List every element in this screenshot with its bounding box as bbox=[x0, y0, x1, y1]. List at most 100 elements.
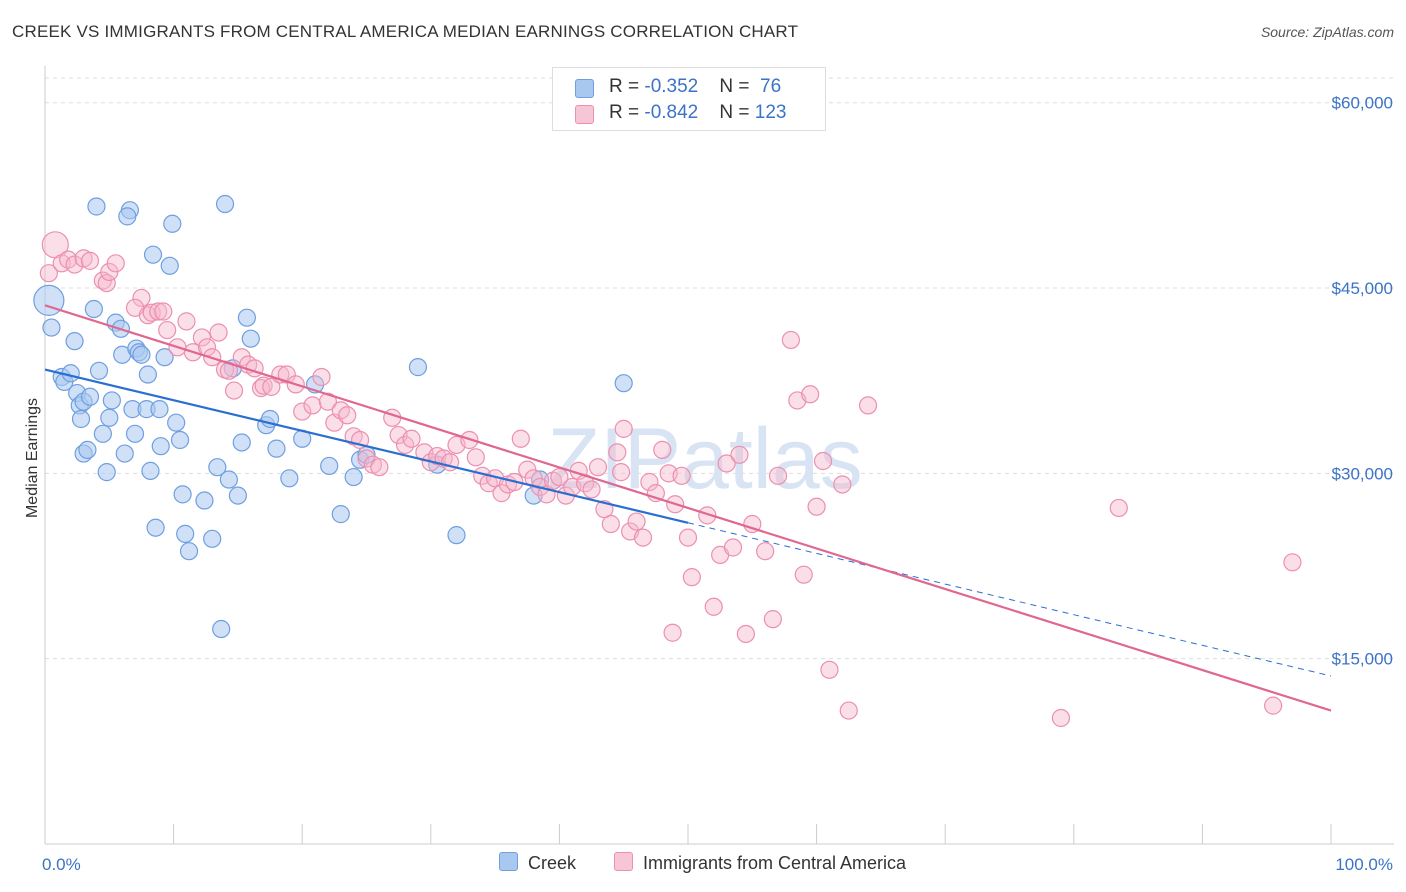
immigrants-point bbox=[1109, 498, 1128, 518]
immigrants-point bbox=[1264, 696, 1283, 715]
immigrants-point bbox=[466, 448, 485, 467]
creek-point bbox=[167, 413, 186, 432]
creek-point bbox=[42, 318, 61, 337]
legend-swatch-immigrants bbox=[575, 105, 594, 124]
creek-point bbox=[408, 358, 428, 377]
immigrants-point bbox=[254, 376, 273, 395]
trend-lines bbox=[44, 304, 1332, 712]
immigrants-point bbox=[224, 381, 244, 400]
immigrants-point bbox=[743, 514, 762, 534]
immigrants-point bbox=[262, 377, 281, 396]
immigrants-point bbox=[154, 302, 173, 321]
legend-r-value-creek: -0.352 bbox=[644, 76, 699, 97]
legend-n-value-creek: 76 bbox=[754, 76, 782, 97]
creek-point bbox=[331, 505, 350, 524]
creek-point bbox=[71, 409, 91, 429]
immigrants-point bbox=[833, 475, 852, 494]
immigrants-point bbox=[277, 365, 296, 384]
immigrants-point bbox=[781, 330, 800, 350]
creek-point bbox=[176, 524, 195, 543]
creek-point bbox=[237, 308, 257, 327]
bottom-legend-label-immigrants: Immigrants from Central America bbox=[643, 853, 907, 873]
legend-row-creek: R = -0.352 N = 76 bbox=[575, 76, 781, 100]
immigrants-point bbox=[65, 255, 84, 274]
immigrants-point bbox=[338, 406, 357, 425]
immigrants-point bbox=[763, 610, 782, 629]
immigrants-point bbox=[608, 443, 627, 462]
creek-point bbox=[155, 348, 174, 367]
creek-point bbox=[208, 458, 227, 477]
immigrants-point bbox=[601, 514, 620, 534]
creek-point bbox=[320, 456, 339, 476]
legend-n-label: N = bbox=[719, 76, 755, 97]
immigrants-point bbox=[807, 497, 826, 516]
legend: R = -0.352 N = 76 R = -0.842 N = 123 bbox=[552, 67, 826, 131]
immigrants-point bbox=[312, 367, 331, 387]
creek-point bbox=[143, 245, 163, 264]
immigrants-point bbox=[640, 472, 659, 492]
legend-swatch-creek bbox=[575, 79, 594, 98]
creek-point bbox=[280, 469, 299, 488]
immigrants-point bbox=[653, 440, 672, 459]
immigrants-point bbox=[142, 303, 161, 322]
immigrants-point bbox=[801, 385, 820, 404]
immigrants-point bbox=[839, 701, 858, 720]
creek-point bbox=[97, 463, 116, 482]
bottom-legend-creek: Creek bbox=[499, 852, 576, 874]
immigrants-point bbox=[820, 660, 839, 679]
source-note: Source: ZipAtlas.com bbox=[1260, 24, 1394, 40]
immigrants-point bbox=[511, 429, 530, 448]
tick-labels: $15,000 $30,000 $45,000 $60,000 0.0% 100.0% bbox=[42, 94, 1393, 874]
immigrants-point bbox=[149, 302, 168, 321]
creek-point bbox=[215, 194, 235, 214]
immigrants-point bbox=[672, 466, 691, 485]
immigrants-point bbox=[293, 402, 312, 421]
immigrants-point bbox=[192, 328, 211, 347]
creek-point bbox=[65, 332, 84, 351]
immigrants-point bbox=[209, 323, 228, 342]
legend-r-label: R = bbox=[609, 76, 645, 97]
immigrants-point bbox=[106, 254, 125, 273]
creek-point bbox=[344, 467, 363, 487]
y-tick-label: $15,000 bbox=[1332, 650, 1393, 669]
immigrants-point bbox=[80, 251, 100, 270]
creek-point bbox=[84, 299, 103, 319]
creek-point bbox=[160, 256, 179, 275]
immigrants-point bbox=[858, 396, 878, 415]
immigrants-point bbox=[158, 320, 177, 340]
chart-title: CREEK VS IMMIGRANTS FROM CENTRAL AMERICA… bbox=[12, 22, 799, 41]
immigrants-point bbox=[132, 288, 151, 308]
immigrants-point bbox=[682, 568, 701, 587]
immigrants-point bbox=[303, 396, 322, 415]
legend-r-value-immigrants: -0.842 bbox=[644, 102, 699, 123]
creek-point bbox=[93, 424, 112, 443]
y-tick-label: $60,000 bbox=[1332, 94, 1393, 113]
immigrants-point bbox=[177, 312, 196, 331]
immigrants-point bbox=[1051, 708, 1071, 728]
immigrants-point bbox=[627, 512, 646, 531]
immigrants-point bbox=[39, 264, 58, 283]
x-tick-label-min: 0.0% bbox=[42, 855, 81, 874]
creek-trend-extension bbox=[687, 522, 1332, 677]
immigrants-point bbox=[736, 624, 755, 644]
creek-point bbox=[232, 433, 251, 452]
creek-point bbox=[125, 424, 145, 443]
creek-point bbox=[100, 408, 119, 427]
immigrants-point bbox=[588, 458, 608, 477]
creek-point bbox=[614, 374, 633, 393]
creek-point bbox=[173, 485, 192, 504]
immigrants-point bbox=[97, 273, 116, 293]
creek-point bbox=[141, 461, 160, 480]
creek-trend-line bbox=[44, 368, 689, 524]
immigrants-trend-line bbox=[44, 304, 1332, 712]
bottom-legend-swatch-immigrants bbox=[614, 852, 633, 871]
creek-point bbox=[170, 430, 190, 450]
y-axis-title: Median Earnings bbox=[24, 398, 41, 518]
creek-point bbox=[132, 345, 151, 364]
bottom-legend-immigrants: Immigrants from Central America bbox=[614, 852, 906, 874]
legend-n-label: N = bbox=[719, 102, 755, 123]
immigrants-point bbox=[402, 429, 421, 448]
creek-point bbox=[447, 526, 466, 545]
creek-point bbox=[115, 444, 134, 463]
